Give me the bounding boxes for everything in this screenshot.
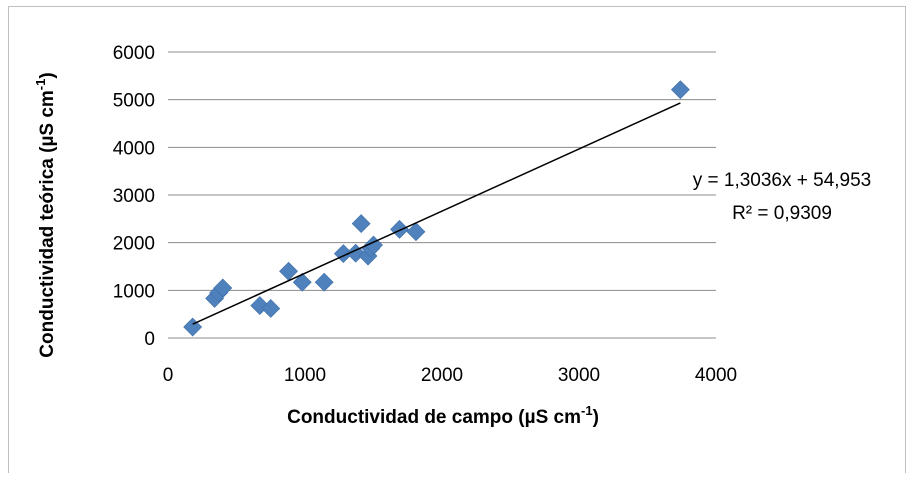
data-point bbox=[314, 272, 334, 292]
x-tick-label: 2000 bbox=[421, 365, 463, 386]
y-tick-label: 2000 bbox=[113, 234, 155, 255]
y-tick-label: 1000 bbox=[113, 281, 155, 302]
x-axis-title: Conductividad de campo (µS cm-1) bbox=[287, 403, 599, 428]
y-tick-label: 6000 bbox=[113, 43, 155, 64]
y-axis-title-text: Conductividad teórica (µS cm bbox=[37, 90, 58, 358]
r-squared-label: R² = 0,9309 bbox=[732, 203, 832, 224]
data-point bbox=[351, 214, 371, 234]
x-tick-label: 0 bbox=[163, 365, 174, 386]
data-point bbox=[390, 219, 409, 239]
data-point bbox=[213, 278, 233, 298]
trendline-equation: y = 1,3036x + 54,953 bbox=[693, 170, 872, 191]
x-tick-labels: 0 1000 2000 3000 4000 bbox=[163, 365, 737, 386]
trendline bbox=[192, 102, 681, 325]
y-tick-label: 3000 bbox=[113, 186, 155, 207]
x-axis-title-text: Conductividad de campo (µS cm bbox=[287, 407, 581, 428]
y-tick-labels: 0 1000 2000 3000 4000 5000 6000 bbox=[113, 43, 155, 350]
x-tick-label: 3000 bbox=[558, 365, 600, 386]
y-tick-label: 4000 bbox=[113, 138, 155, 159]
x-axis-title-close: ) bbox=[593, 407, 599, 428]
chart-frame bbox=[8, 6, 906, 473]
data-point bbox=[261, 299, 281, 318]
x-tick-label: 1000 bbox=[284, 365, 326, 386]
y-tick-label: 0 bbox=[144, 329, 155, 350]
y-axis-title-superscript: -1 bbox=[33, 79, 48, 91]
x-tick-label: 4000 bbox=[695, 365, 737, 386]
data-points bbox=[183, 80, 690, 337]
x-axis-title-superscript: -1 bbox=[581, 403, 593, 418]
y-axis-title: Conductividad teórica (µS cm-1) bbox=[33, 72, 58, 357]
y-axis-title-close: ) bbox=[37, 72, 58, 78]
data-point bbox=[406, 222, 426, 242]
data-point bbox=[670, 80, 690, 100]
gridlines bbox=[168, 51, 716, 339]
data-point bbox=[292, 272, 312, 292]
y-tick-label: 5000 bbox=[113, 91, 155, 112]
